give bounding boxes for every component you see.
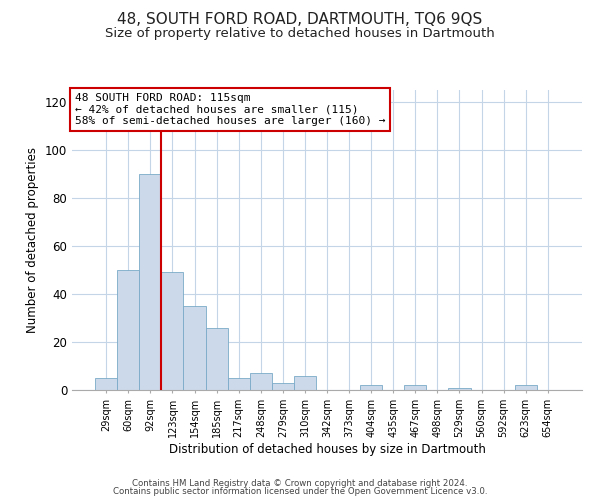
Bar — [139, 174, 161, 390]
Bar — [448, 388, 470, 390]
Bar — [117, 270, 139, 390]
Text: Contains public sector information licensed under the Open Government Licence v3: Contains public sector information licen… — [113, 487, 487, 496]
Bar — [227, 378, 250, 390]
Bar — [272, 383, 294, 390]
Bar — [206, 328, 227, 390]
Bar — [161, 272, 184, 390]
Text: 48, SOUTH FORD ROAD, DARTMOUTH, TQ6 9QS: 48, SOUTH FORD ROAD, DARTMOUTH, TQ6 9QS — [118, 12, 482, 28]
Bar — [250, 373, 272, 390]
X-axis label: Distribution of detached houses by size in Dartmouth: Distribution of detached houses by size … — [169, 442, 485, 456]
Bar — [95, 378, 117, 390]
Bar — [515, 385, 537, 390]
Bar — [404, 385, 427, 390]
Text: Contains HM Land Registry data © Crown copyright and database right 2024.: Contains HM Land Registry data © Crown c… — [132, 478, 468, 488]
Bar — [184, 306, 206, 390]
Text: 48 SOUTH FORD ROAD: 115sqm
← 42% of detached houses are smaller (115)
58% of sem: 48 SOUTH FORD ROAD: 115sqm ← 42% of deta… — [74, 93, 385, 126]
Text: Size of property relative to detached houses in Dartmouth: Size of property relative to detached ho… — [105, 28, 495, 40]
Bar — [360, 385, 382, 390]
Bar — [294, 376, 316, 390]
Y-axis label: Number of detached properties: Number of detached properties — [26, 147, 39, 333]
